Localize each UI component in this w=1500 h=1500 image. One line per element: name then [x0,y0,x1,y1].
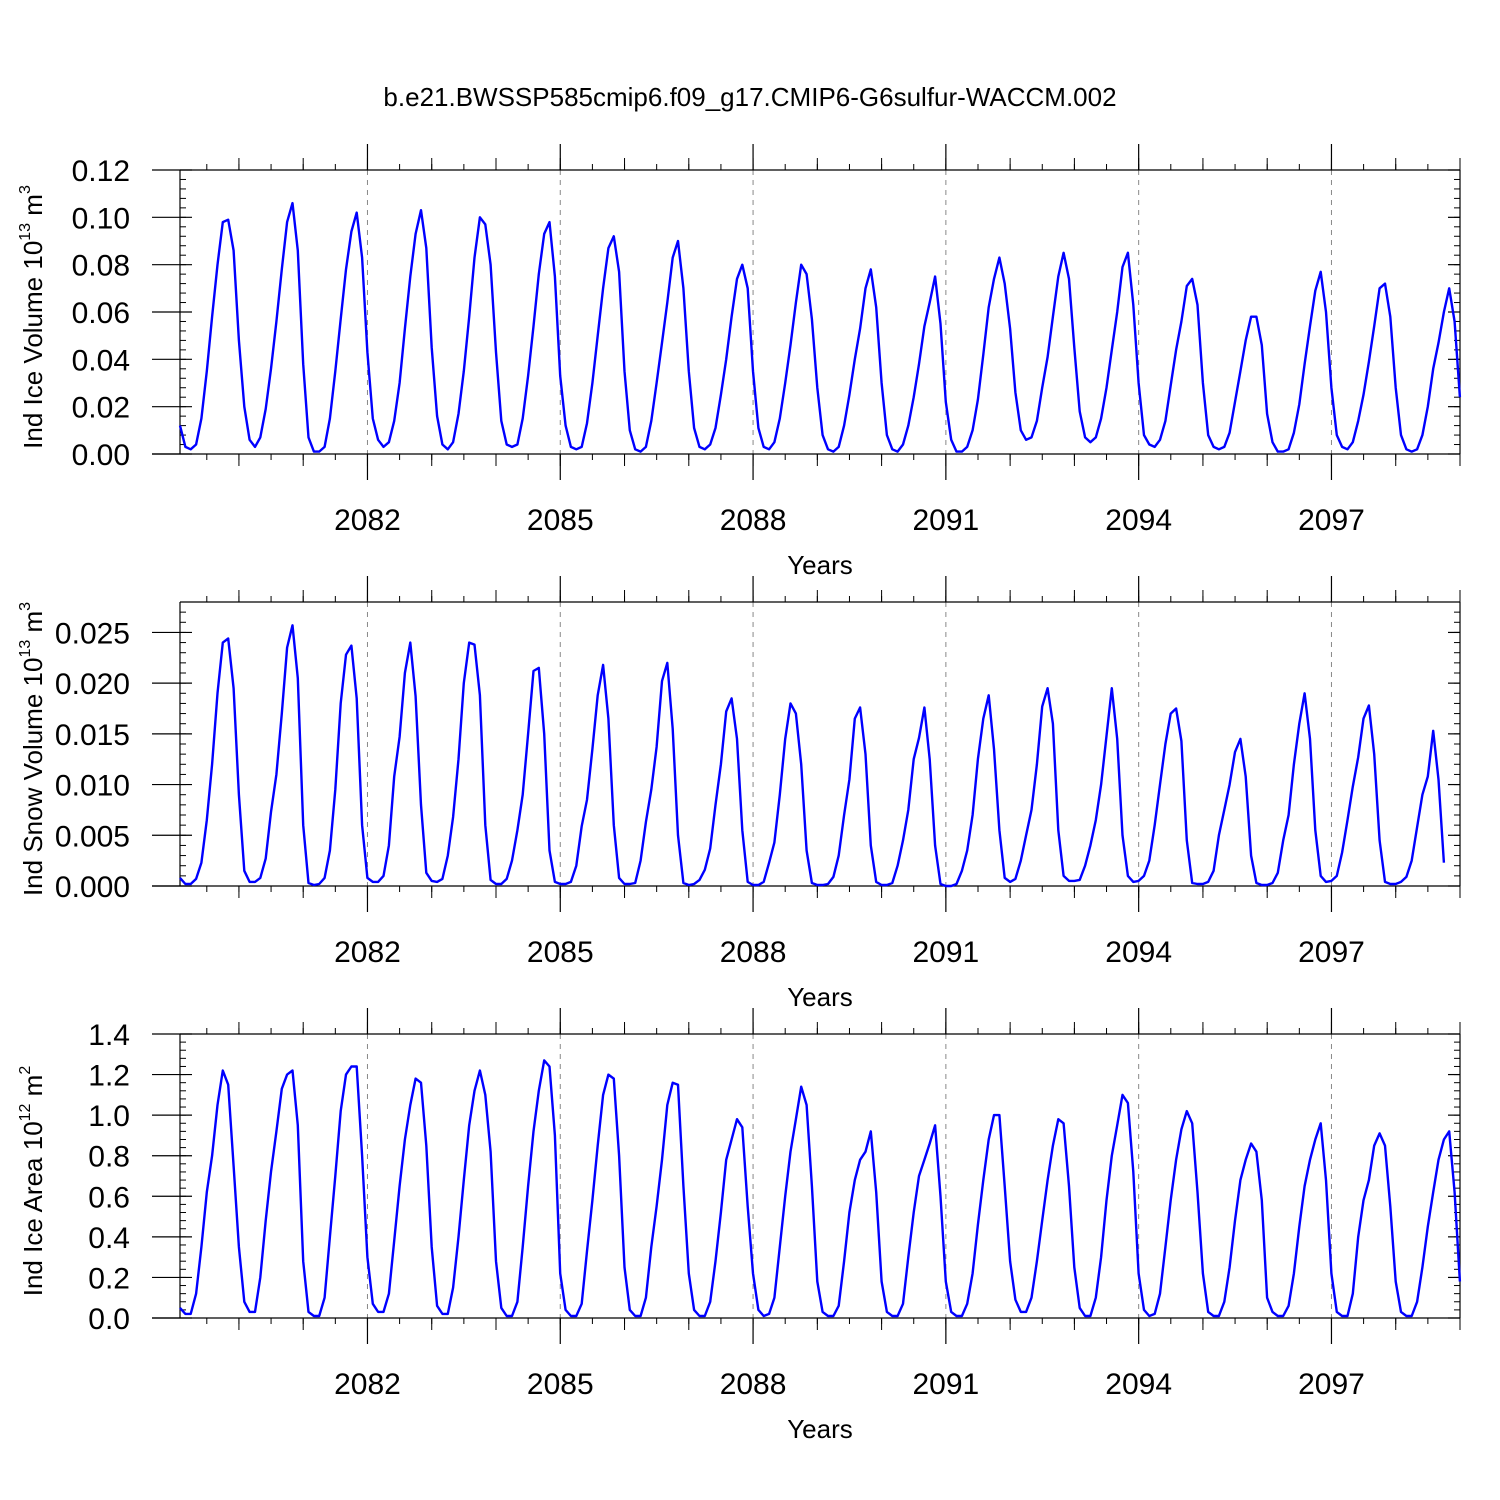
x-tick-label: 2091 [912,936,979,969]
x-tick-label: 2085 [527,504,594,537]
y-tick-label: 0.02 [72,392,130,425]
series-line [179,1059,1462,1318]
y-axis-label-unit-exponent: 3 [17,602,34,611]
x-axis-label: Years [787,982,853,1012]
y-tick-label: 0.000 [55,871,130,904]
y-axis-label-unit: m [18,194,48,223]
x-axis-label: Years [787,1414,853,1444]
panel-ice-volume: 0.00 0.02 0.04 0.06 0.08 0.10 0.12 2082 2085 2088… [17,144,1462,580]
y-axis-label-unit-exponent: 2 [17,1066,34,1075]
x-tick-label: 2094 [1105,1368,1172,1401]
y-tick-label: 0.8 [88,1141,130,1174]
y-axis-label: Ind Ice Volume 1013 m3 [17,185,48,449]
x-tick-label: 2097 [1298,1368,1365,1401]
x-tick-label: 2082 [334,504,401,537]
y-axis-label-unit: m [18,1075,48,1104]
series-line [178,201,1462,453]
x-tick-label: 2091 [912,504,979,537]
y-axis-label-text: Ind Snow Volume 10 [18,658,48,897]
y-tick-label: 0.025 [55,617,130,650]
y-tick-label: 0.08 [72,250,130,283]
y-axis-label-exponent: 13 [17,223,34,241]
y-tick-label: 0.06 [72,297,130,330]
x-tick-label: 2088 [720,936,787,969]
y-tick-label: 1.4 [88,1019,130,1052]
y-axis-label-text: Ind Ice Volume 10 [18,241,48,449]
y-axis-label-unit: m [18,611,48,640]
x-tick-label: 2094 [1105,504,1172,537]
y-axis-label-unit-exponent: 3 [17,185,34,194]
x-tick-label: 2091 [912,1368,979,1401]
y-tick-label: 0.015 [55,719,130,752]
y-axis-label-text: Ind Ice Area 10 [18,1121,48,1296]
x-tick-label: 2085 [527,936,594,969]
x-axis-label: Years [787,550,853,580]
y-tick-label: 0.0 [88,1303,130,1336]
x-tick-label: 2088 [720,1368,787,1401]
y-tick-label: 0.020 [55,668,130,701]
y-tick-label: 0.010 [55,770,130,803]
figure-title: b.e21.BWSSP585cmip6.f09_g17.CMIP6-G6sulf… [383,82,1116,112]
x-tick-label: 2082 [334,1368,401,1401]
y-tick-label: 1.2 [88,1060,130,1093]
x-tick-label: 2088 [720,504,787,537]
y-tick-label: 0.005 [55,820,130,853]
x-tick-label: 2094 [1105,936,1172,969]
y-tick-label: 1.0 [88,1100,130,1133]
x-tick-label: 2085 [527,1368,594,1401]
y-tick-label: 0.00 [72,439,130,472]
series-line [179,624,1446,888]
y-axis-label-exponent: 13 [17,640,34,658]
y-axis-label: Ind Snow Volume 1013 m3 [17,602,48,896]
x-tick-label: 2097 [1298,936,1365,969]
y-tick-label: 0.12 [72,155,130,188]
panel-snow-volume: 0.000 0.005 0.010 0.015 0.020 0.025 2082 2085 20… [17,576,1461,1012]
y-tick-label: 0.2 [88,1262,130,1295]
y-tick-label: 0.4 [88,1222,130,1255]
panel-ice-area: 0.0 0.2 0.4 0.6 0.8 1.0 1.2 1.4 2082 2085 2088 2091… [17,1008,1462,1444]
y-tick-label: 0.10 [72,202,130,235]
x-tick-label: 2097 [1298,504,1365,537]
y-tick-label: 0.04 [72,344,130,377]
y-tick-label: 0.6 [88,1181,130,1214]
y-axis-label-exponent: 12 [17,1103,34,1121]
y-axis-label: Ind Ice Area 1012 m2 [17,1066,48,1297]
x-tick-label: 2082 [334,936,401,969]
